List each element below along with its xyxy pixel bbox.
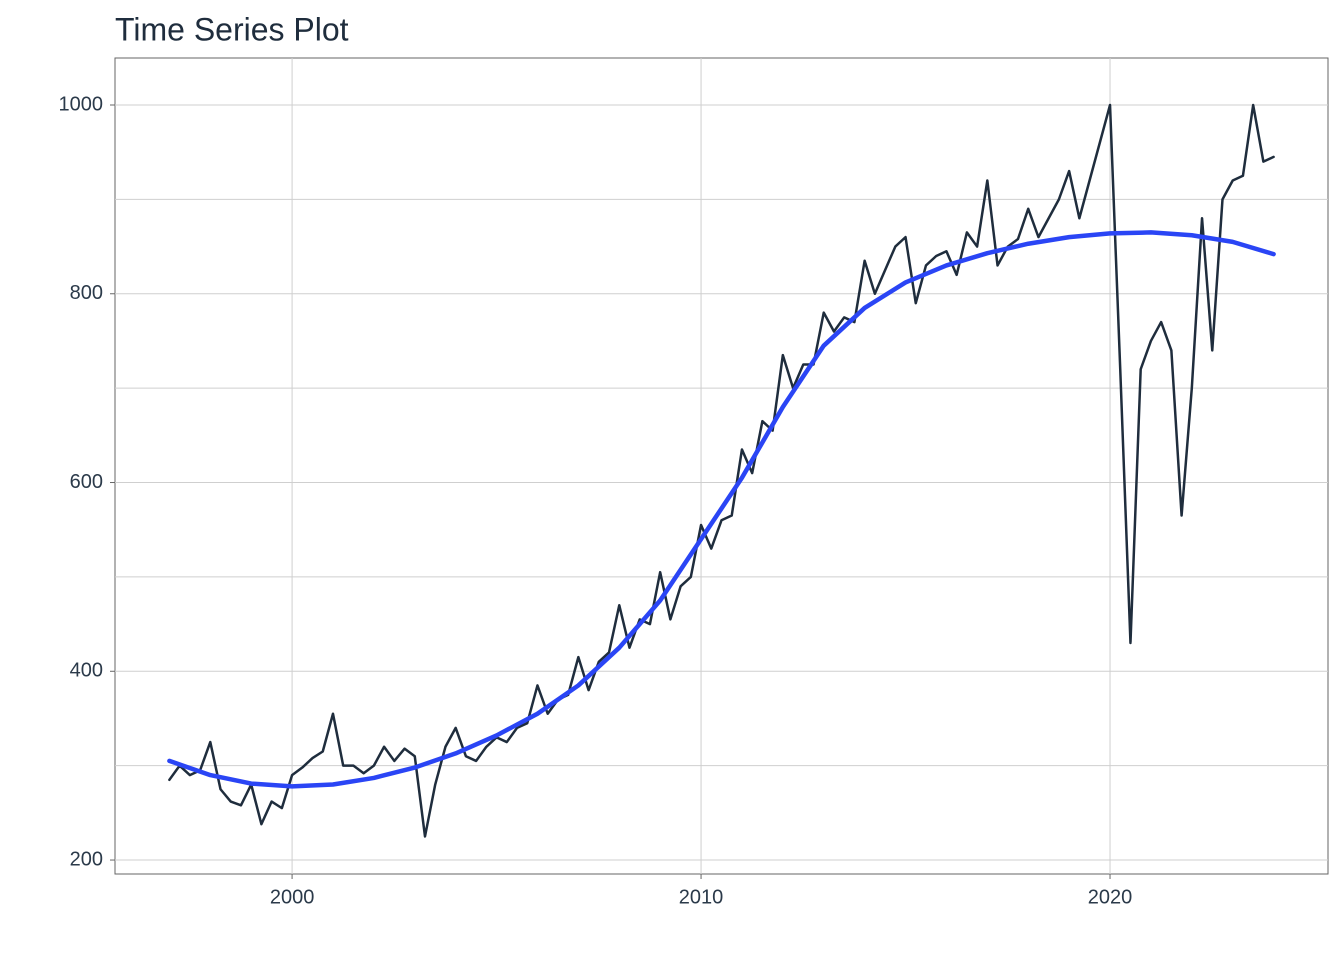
y-tick-label: 800	[70, 282, 103, 304]
series-line	[167, 230, 1276, 789]
series-line	[168, 103, 1275, 838]
y-tick-label: 600	[70, 471, 103, 493]
y-tick-label: 1000	[59, 93, 104, 115]
plot-frame	[114, 57, 1329, 875]
y-tick-label: 400	[70, 660, 103, 682]
chart-title: Time Series Plot	[115, 11, 349, 47]
y-tick-label: 200	[70, 848, 103, 870]
x-tick-label: 2020	[1088, 886, 1133, 908]
x-tick-label: 2010	[679, 886, 724, 908]
x-tick-label: 2000	[270, 886, 315, 908]
